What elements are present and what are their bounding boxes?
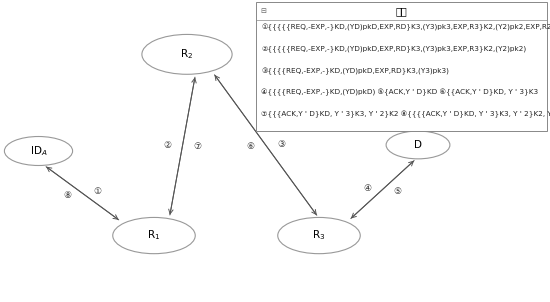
Text: D: D	[414, 140, 422, 150]
Text: ⑦{{{ACK,Y ' D}KD, Y ' 3}K3, Y ' 2}K2 ⑧{{{{ACK,Y ' D}KD, Y ' 3}K3, Y ' 2}K2, Y ' : ⑦{{{ACK,Y ' D}KD, Y ' 3}K3, Y ' 2}K2 ⑧{{…	[261, 111, 550, 118]
Text: ⊟: ⊟	[260, 8, 266, 14]
Ellipse shape	[386, 131, 450, 159]
Ellipse shape	[278, 217, 360, 254]
Text: ③{{{{REQ,-EXP,-}KD,(YD)pkD,EXP,RD}K3,(Y3)pk3): ③{{{{REQ,-EXP,-}KD,(YD)pkD,EXP,RD}K3,(Y3…	[261, 67, 449, 75]
Ellipse shape	[113, 217, 195, 254]
Text: ④: ④	[363, 184, 371, 193]
Text: ①{{{{{REQ,-EXP,-}KD,(YD)pkD,EXP,RD}K3,(Y3)pk3,EXP,R3}K2,(Y2)pk2,EXP,R2}K1,(Y1)pk: ①{{{{{REQ,-EXP,-}KD,(YD)pkD,EXP,RD}K3,(Y…	[261, 24, 550, 31]
Text: ID$_A$: ID$_A$	[30, 144, 47, 158]
Text: ⑦: ⑦	[194, 142, 202, 151]
Text: ②{{{{{REQ,-EXP,-}KD,(YD)pkD,EXP,RD}K3,(Y3)pk3,EXP,R3}K2,(Y2)pk2): ②{{{{{REQ,-EXP,-}KD,(YD)pkD,EXP,RD}K3,(Y…	[261, 46, 526, 52]
Text: R$_2$: R$_2$	[180, 47, 194, 61]
Ellipse shape	[142, 34, 232, 74]
Text: ③: ③	[277, 140, 285, 149]
Text: R$_3$: R$_3$	[312, 229, 326, 243]
Text: ⑥: ⑥	[246, 142, 255, 150]
Text: 注釋: 注釋	[395, 6, 408, 16]
Bar	[256, 2, 547, 131]
Text: ⑤: ⑤	[394, 187, 402, 196]
Text: ④{{{{REQ,-EXP,-}KD,(YD)pkD) ⑤{ACK,Y ' D}KD ⑥{{ACK,Y ' D}KD, Y ' 3}K3: ④{{{{REQ,-EXP,-}KD,(YD)pkD) ⑤{ACK,Y ' D}…	[261, 89, 538, 96]
Ellipse shape	[4, 137, 73, 165]
Text: ⑧: ⑧	[63, 191, 72, 200]
Text: ①: ①	[94, 187, 102, 196]
Text: R$_1$: R$_1$	[147, 229, 161, 243]
Text: ②: ②	[163, 141, 171, 150]
